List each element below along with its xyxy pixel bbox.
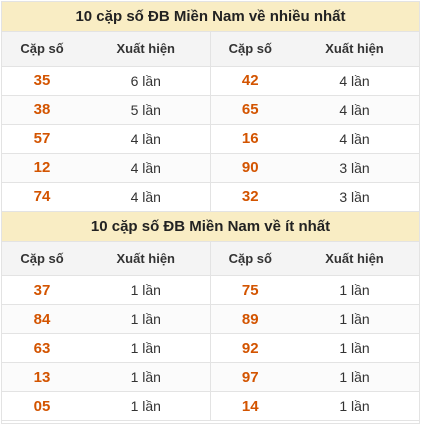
table-row: 37 1 lần 75 1 lần [2,275,419,305]
pair-number: 74 [2,182,82,212]
pair-number: 12 [2,153,82,183]
header-pair-number: Cặp số [209,241,290,276]
table-row: 05 1 lần 14 1 lần [2,391,419,421]
occurrence-count: 1 lần [82,362,210,392]
pair-number: 57 [2,124,82,154]
table-row: 35 6 lần 42 4 lần [2,66,419,96]
pair-number: 65 [209,95,290,125]
header-occurrences: Xuất hiện [82,241,210,276]
pair-number: 75 [209,275,290,305]
occurrence-count: 4 lần [290,66,419,96]
occurrence-count: 1 lần [82,275,210,305]
occurrence-count: 1 lần [290,333,419,363]
occurrence-count: 5 lần [82,95,210,125]
occurrence-count: 1 lần [290,362,419,392]
pair-number: 16 [209,124,290,154]
table-row: 57 4 lần 16 4 lần [2,124,419,154]
pair-number: 92 [209,333,290,363]
occurrence-count: 1 lần [82,304,210,334]
occurrence-count: 4 lần [82,153,210,183]
header-occurrences: Xuất hiện [290,32,419,67]
header-pair-number: Cặp số [2,241,82,276]
header-occurrences: Xuất hiện [290,241,419,276]
table-header-row: Cặp số Xuất hiện Cặp số Xuất hiện [2,32,419,67]
section-title-most: 10 cặp số ĐB Miền Nam về nhiều nhất [2,2,419,32]
section-title-least: 10 cặp số ĐB Miền Nam về ít nhất [2,211,419,242]
occurrence-count: 4 lần [290,95,419,125]
occurrence-count: 4 lần [290,124,419,154]
pair-number: 90 [209,153,290,183]
pair-number: 32 [209,182,290,212]
pair-number: 89 [209,304,290,334]
occurrence-count: 1 lần [290,275,419,305]
pair-number: 14 [209,391,290,421]
occurrence-count: 4 lần [82,124,210,154]
table-row: 74 4 lần 32 3 lần [2,182,419,212]
header-occurrences: Xuất hiện [82,32,210,67]
table-row: 63 1 lần 92 1 lần [2,333,419,363]
occurrence-count: 3 lần [290,153,419,183]
pair-number: 37 [2,275,82,305]
occurrence-count: 6 lần [82,66,210,96]
pair-number: 13 [2,362,82,392]
occurrence-count: 4 lần [82,182,210,212]
table-header-row: Cặp số Xuất hiện Cặp số Xuất hiện [2,241,419,276]
occurrence-count: 1 lần [82,333,210,363]
occurrence-count: 1 lần [82,391,210,421]
pair-number: 38 [2,95,82,125]
header-pair-number: Cặp số [209,32,290,67]
pair-number: 63 [2,333,82,363]
occurrence-count: 3 lần [290,182,419,212]
table-row: 12 4 lần 90 3 lần [2,153,419,183]
occurrence-count: 1 lần [290,304,419,334]
table-row: 13 1 lần 97 1 lần [2,362,419,392]
table-row: 84 1 lần 89 1 lần [2,304,419,334]
header-pair-number: Cặp số [2,32,82,67]
pair-number: 97 [209,362,290,392]
pair-number: 05 [2,391,82,421]
most-frequent-table: Cặp số Xuất hiện Cặp số Xuất hiện 35 6 l… [2,32,419,212]
occurrence-count: 1 lần [290,391,419,421]
pair-number: 84 [2,304,82,334]
pair-number: 35 [2,66,82,96]
pair-number: 42 [209,66,290,96]
table-row: 38 5 lần 65 4 lần [2,95,419,125]
least-frequent-table: Cặp số Xuất hiện Cặp số Xuất hiện 37 1 l… [2,241,419,421]
